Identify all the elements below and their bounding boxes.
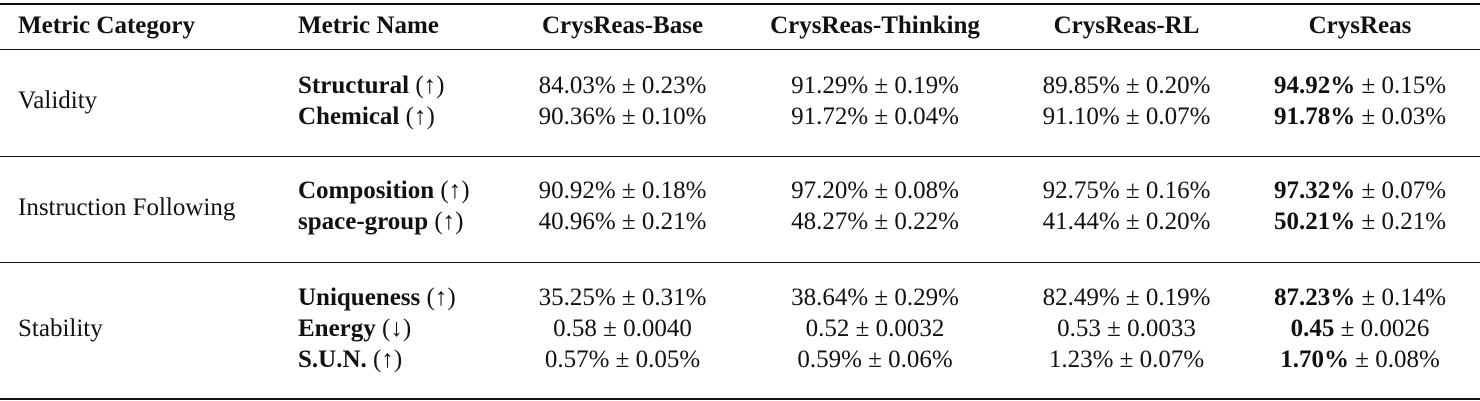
value-rl: 92.75% ± 0.16% [1042, 177, 1211, 204]
value-thinking: 0.59% ± 0.06% [797, 346, 953, 373]
value-thinking: 97.20% ± 0.08% [791, 177, 959, 204]
value-crysreas: 94.92% ± 0.15% [1273, 72, 1447, 99]
header-crysreas-rl: CrysReas-RL [1053, 12, 1200, 39]
group-divider-2 [0, 262, 1480, 263]
value-base: 35.25% ± 0.31% [538, 284, 707, 311]
top-rule [0, 3, 1480, 5]
value-base: 84.03% ± 0.23% [538, 72, 707, 99]
header-metric-name: Metric Name [298, 12, 439, 39]
value-crysreas: 1.70% ± 0.08% [1280, 346, 1440, 373]
value-thinking: 38.64% ± 0.29% [791, 284, 959, 311]
value-thinking: 0.52 ± 0.0032 [805, 315, 945, 342]
value-thinking: 91.72% ± 0.04% [791, 103, 959, 130]
value-rl: 1.23% ± 0.07% [1048, 346, 1205, 373]
header-metric-category: Metric Category [18, 12, 195, 39]
value-base: 90.92% ± 0.18% [538, 177, 707, 204]
metric-name: Chemical (↑) [298, 103, 435, 130]
header-crysreas: CrysReas [1308, 12, 1412, 39]
value-rl: 89.85% ± 0.20% [1042, 72, 1211, 99]
metric-name: space-group (↑) [298, 208, 464, 235]
header-crysreas-base: CrysReas-Base [541, 12, 704, 39]
bottom-rule [0, 398, 1480, 400]
metric-name: Energy (↓) [298, 315, 412, 342]
category-label: Stability [18, 315, 103, 342]
header-rule [0, 49, 1480, 50]
metric-name: S.U.N. (↑) [298, 346, 403, 373]
value-base: 0.58 ± 0.0040 [553, 315, 692, 342]
metric-name: Uniqueness (↑) [298, 284, 456, 311]
value-rl: 0.53 ± 0.0033 [1057, 315, 1196, 342]
category-label: Validity [18, 87, 98, 114]
value-rl: 91.10% ± 0.07% [1042, 103, 1211, 130]
value-thinking: 48.27% ± 0.22% [791, 208, 959, 235]
metric-name: Composition (↑) [298, 177, 470, 204]
value-crysreas: 97.32% ± 0.07% [1273, 177, 1447, 204]
header-crysreas-thinking: CrysReas-Thinking [770, 12, 980, 39]
value-crysreas: 91.78% ± 0.03% [1273, 103, 1447, 130]
value-base: 0.57% ± 0.05% [544, 346, 701, 373]
value-crysreas: 50.21% ± 0.21% [1273, 208, 1447, 235]
value-rl: 82.49% ± 0.19% [1042, 284, 1211, 311]
value-base: 90.36% ± 0.10% [538, 103, 707, 130]
value-crysreas: 0.45 ± 0.0026 [1290, 315, 1430, 342]
value-rl: 41.44% ± 0.20% [1042, 208, 1211, 235]
value-crysreas: 87.23% ± 0.14% [1273, 284, 1447, 311]
group-divider-1 [0, 156, 1480, 157]
metric-name: Structural (↑) [298, 72, 445, 99]
value-base: 40.96% ± 0.21% [538, 208, 707, 235]
category-label: Instruction Following [18, 194, 236, 221]
value-thinking: 91.29% ± 0.19% [791, 72, 959, 99]
